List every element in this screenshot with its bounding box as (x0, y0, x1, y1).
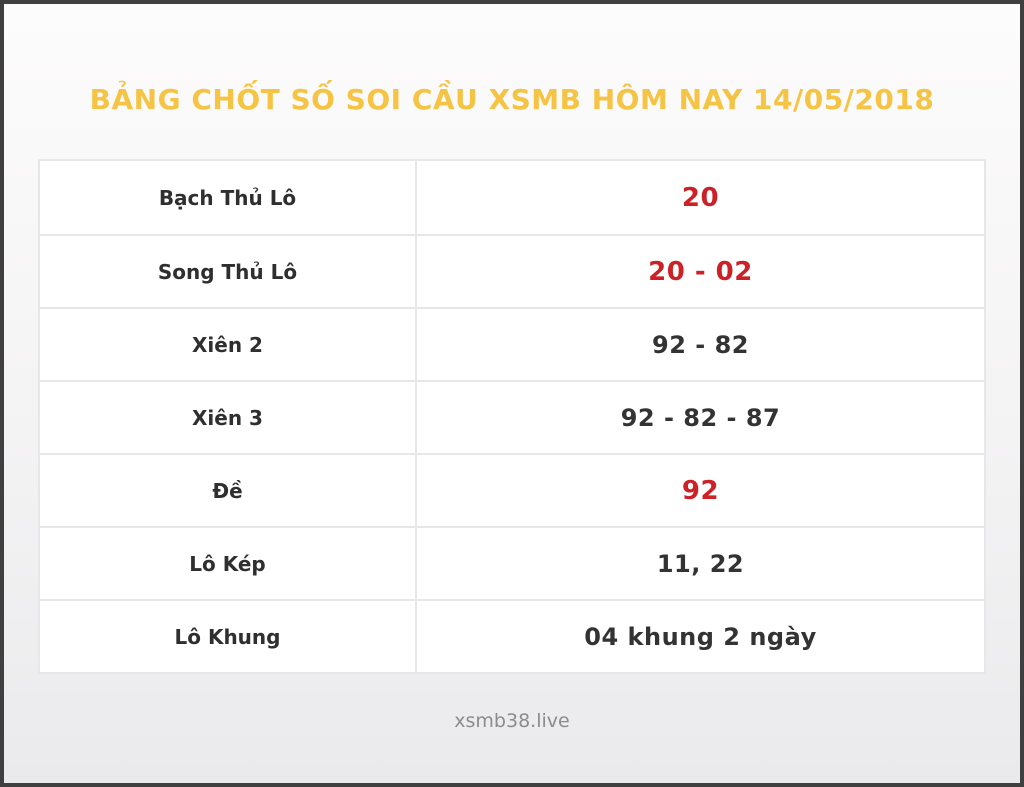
prediction-table: Bạch Thủ Lô 20 Song Thủ Lô 20 - 02 Xiên 2 92 … (38, 159, 986, 674)
row-label: Lô Kép (40, 528, 417, 599)
table-row: Đề 92 (40, 453, 984, 526)
row-label: Lô Khung (40, 601, 417, 672)
row-label: Bạch Thủ Lô (40, 161, 417, 234)
page-title: BẢNG CHỐT SỐ SOI CẦU XSMB HÔM NAY 14/05/… (89, 83, 935, 116)
row-value: 20 - 02 (417, 236, 984, 307)
table-row: Bạch Thủ Lô 20 (40, 161, 984, 234)
row-value: 04 khung 2 ngày (417, 601, 984, 672)
row-label: Xiên 2 (40, 309, 417, 380)
row-value: 20 (417, 161, 984, 234)
table-row: Song Thủ Lô 20 - 02 (40, 234, 984, 307)
row-label: Đề (40, 455, 417, 526)
table-row: Lô Kép 11, 22 (40, 526, 984, 599)
table-row: Lô Khung 04 khung 2 ngày (40, 599, 984, 672)
row-label: Song Thủ Lô (40, 236, 417, 307)
row-value: 92 (417, 455, 984, 526)
row-value: 11, 22 (417, 528, 984, 599)
row-value: 92 - 82 (417, 309, 984, 380)
row-label: Xiên 3 (40, 382, 417, 453)
site-watermark: xsmb38.live (454, 710, 570, 732)
table-row: Xiên 2 92 - 82 (40, 307, 984, 380)
row-value: 92 - 82 - 87 (417, 382, 984, 453)
table-row: Xiên 3 92 - 82 - 87 (40, 380, 984, 453)
